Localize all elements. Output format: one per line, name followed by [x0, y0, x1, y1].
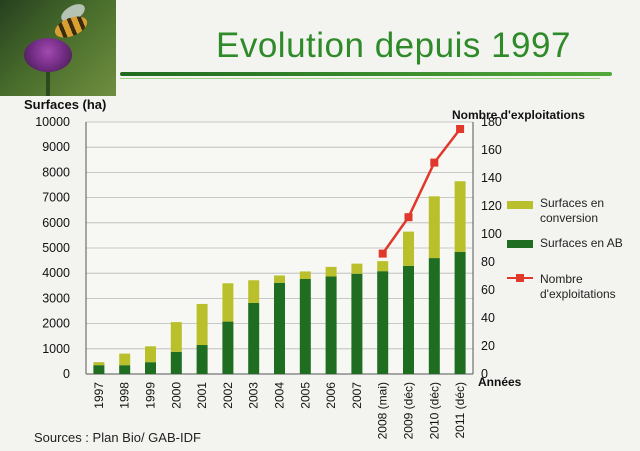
bar-surfaces-conversion — [248, 280, 260, 303]
x-tick-label: 2002 — [221, 382, 235, 409]
bar-surfaces-ab — [145, 362, 156, 374]
x-tick-label: 2009 (déc) — [402, 382, 416, 439]
bee-flower-photo — [0, 0, 116, 96]
title-underline-thin — [120, 78, 600, 79]
legend-label-conversion: Surfaces en conversion — [540, 196, 605, 225]
bar-surfaces-conversion — [119, 353, 131, 366]
y-tick-label-right: 140 — [481, 171, 502, 185]
bar-surfaces-ab — [454, 251, 466, 374]
bar-surfaces-ab — [93, 365, 105, 374]
source-note: Sources : Plan Bio/ GAB-IDF — [34, 430, 201, 445]
y-tick-label-left: 8000 — [42, 165, 70, 179]
x-tick-label: 2008 (mai) — [376, 382, 390, 439]
y-axis-right-label: Nombre d'exploitations — [452, 108, 585, 122]
y-tick-label-right: 20 — [481, 339, 495, 353]
y-tick-label-left: 7000 — [42, 191, 70, 205]
bar-surfaces-conversion — [196, 303, 208, 346]
bar-surfaces-ab — [299, 278, 311, 374]
y-tick-label-right: 120 — [481, 199, 502, 213]
bar-surfaces-conversion — [325, 266, 337, 277]
point-nombre-exploitations — [430, 158, 439, 167]
bar-surfaces-conversion — [299, 271, 311, 279]
x-tick-label: 2011 (déc) — [453, 382, 467, 438]
y-tick-label-right: 80 — [481, 255, 495, 269]
bar-surfaces-conversion — [428, 196, 440, 259]
title-underline — [120, 72, 612, 76]
x-tick-label: 1998 — [118, 382, 132, 409]
page-title: Evolution depuis 1997 — [216, 26, 571, 65]
bar-surfaces-ab — [428, 258, 440, 374]
x-tick-label: 2003 — [247, 382, 261, 409]
x-tick-label: 2006 — [324, 382, 338, 409]
y-tick-label-right: 0 — [481, 367, 488, 381]
y-tick-label-right: 40 — [481, 311, 495, 325]
bar-surfaces-conversion — [222, 283, 234, 322]
legend-label-ab: Surfaces en AB — [540, 236, 623, 250]
bar-surfaces-ab — [351, 273, 363, 374]
bar-surfaces-conversion — [351, 263, 363, 274]
y-tick-label-right: 160 — [481, 143, 502, 157]
x-tick-label: 2001 — [195, 382, 209, 409]
bar-surfaces-ab — [222, 321, 234, 374]
bar-surfaces-conversion — [274, 275, 285, 283]
y-tick-label-left: 1000 — [42, 342, 70, 356]
x-tick-label: 2005 — [298, 382, 312, 409]
point-nombre-exploitations — [404, 213, 413, 222]
legend-swatch-exploitations — [507, 274, 533, 282]
x-tick-label: 2004 — [273, 382, 287, 409]
bar-surfaces-conversion — [170, 322, 182, 352]
x-tick-label: 2007 — [350, 382, 364, 409]
x-tick-label: 1997 — [92, 382, 106, 409]
legend-swatch-ab — [507, 240, 533, 248]
y-tick-label-left: 5000 — [42, 241, 70, 255]
y-tick-label-right: 100 — [481, 227, 502, 241]
y-tick-label-left: 2000 — [42, 317, 70, 331]
y-tick-label-left: 10000 — [35, 115, 70, 129]
y-tick-label-right: 180 — [481, 115, 502, 129]
y-tick-label-left: 3000 — [42, 291, 70, 305]
y-tick-label-right: 60 — [481, 283, 495, 297]
line-nombre-exploitations — [381, 128, 462, 255]
bar-surfaces-conversion — [145, 346, 156, 363]
x-tick-label: 1999 — [144, 382, 158, 409]
point-nombre-exploitations — [456, 125, 465, 133]
bar-surfaces-conversion — [454, 181, 466, 252]
bar-surfaces-ab — [248, 302, 260, 374]
bar-surfaces-conversion — [403, 231, 414, 266]
flower — [24, 38, 72, 72]
bar-surfaces-ab — [119, 365, 131, 374]
bar-surfaces-ab — [196, 345, 208, 374]
bar-surfaces-ab — [274, 282, 285, 374]
point-nombre-exploitations — [378, 249, 387, 258]
legend-label-exploitations: Nombre d'exploitations — [540, 272, 616, 301]
bar-surfaces-ab — [377, 271, 389, 374]
x-tick-label: 2000 — [169, 382, 183, 409]
y-tick-label-left: 4000 — [42, 266, 70, 280]
legend-swatch-conversion — [507, 201, 533, 209]
x-tick-label: 2010 (déc) — [427, 382, 441, 439]
y-tick-label-left: 9000 — [42, 140, 70, 154]
flower-stem — [46, 68, 50, 96]
bar-surfaces-conversion — [93, 362, 105, 366]
bar-surfaces-ab — [170, 351, 182, 374]
y-axis-left-label: Surfaces (ha) — [24, 97, 107, 112]
bar-surfaces-ab — [325, 276, 337, 374]
x-axis-label: Années — [478, 375, 522, 389]
y-tick-label-left: 0 — [63, 367, 70, 381]
bar-surfaces-conversion — [377, 261, 389, 272]
y-tick-label-left: 6000 — [42, 216, 70, 230]
bar-surfaces-ab — [403, 265, 414, 374]
